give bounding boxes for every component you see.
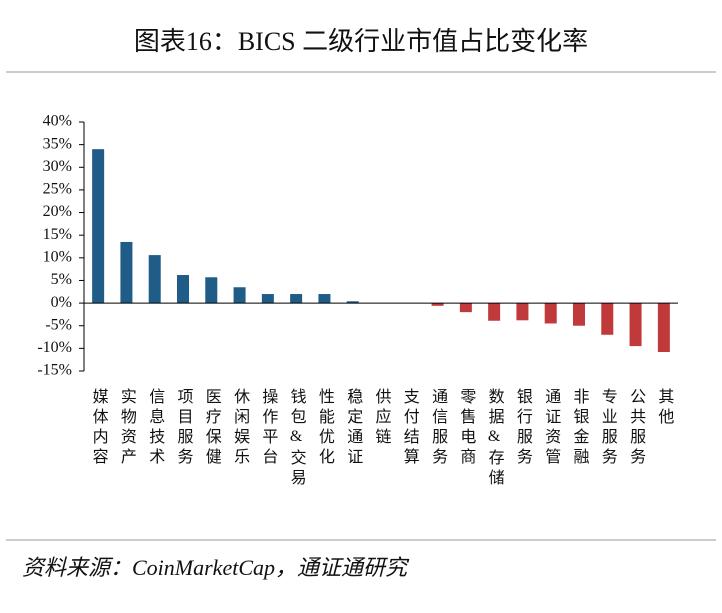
x-tick-label: 医疗保健 xyxy=(203,388,222,468)
bar xyxy=(629,303,642,347)
y-tick-label: 25% xyxy=(43,181,72,198)
source-note: 资料来源：CoinMarketCap，通证通研究 xyxy=(22,555,410,580)
bar xyxy=(459,303,472,313)
y-tick-label: 40% xyxy=(43,113,72,130)
y-tick-label: 15% xyxy=(43,226,72,243)
x-tick-label: 操作平台 xyxy=(259,388,278,468)
bar xyxy=(346,301,359,304)
y-tick-label: 30% xyxy=(43,158,72,175)
x-tick-label: 银行服务 xyxy=(514,388,533,468)
x-tick-label: 通信服务 xyxy=(429,388,448,468)
bar xyxy=(92,149,105,304)
x-tick-label: 零售电商 xyxy=(457,388,476,468)
bar xyxy=(290,294,303,304)
x-tick-label: 媒体内容 xyxy=(90,388,109,468)
bar xyxy=(516,303,529,321)
y-tick-label: -15% xyxy=(37,362,72,379)
x-tick-label: 实物资产 xyxy=(118,388,137,468)
bar xyxy=(318,294,331,304)
bar xyxy=(488,303,501,321)
bar xyxy=(431,303,444,306)
x-tick-label: 休闲娱乐 xyxy=(231,388,250,468)
chart-title: 图表16：BICS 二级行业市值占比变化率 xyxy=(134,27,588,56)
x-tick-label: 公共服务 xyxy=(627,388,646,468)
y-tick-label: 20% xyxy=(43,203,72,220)
y-tick-label: 10% xyxy=(43,248,72,265)
y-tick-label: -5% xyxy=(45,316,72,333)
x-tick-label: 专业服务 xyxy=(599,388,618,468)
bar xyxy=(573,303,585,326)
x-tick-label: 非银金融 xyxy=(571,388,590,468)
x-tick-label: 供应链 xyxy=(373,388,392,448)
x-tick-label: 钱包&交易 xyxy=(288,388,307,489)
x-tick-label: 性能优化 xyxy=(316,388,335,468)
x-tick-label: 通证资管 xyxy=(542,388,561,468)
y-tick-label: 0% xyxy=(51,294,72,311)
bar xyxy=(120,241,133,304)
y-tick-label: 5% xyxy=(51,271,72,288)
y-tick-label: 35% xyxy=(43,135,72,152)
y-tick-label: -10% xyxy=(37,339,72,356)
x-tick-label: 其他 xyxy=(655,388,674,428)
bar xyxy=(657,303,670,352)
bar xyxy=(544,303,557,324)
x-tick-label: 数据&存储 xyxy=(486,388,505,489)
x-tick-label: 信息技术 xyxy=(146,388,165,468)
bar xyxy=(601,303,614,335)
x-tick-label: 项目服务 xyxy=(175,388,194,468)
bar xyxy=(261,294,274,304)
bar xyxy=(148,255,161,304)
bar xyxy=(233,287,246,304)
bar xyxy=(205,277,218,304)
x-tick-label: 支付结算 xyxy=(401,388,420,468)
bar xyxy=(177,275,189,304)
x-tick-label: 稳定通证 xyxy=(344,388,363,468)
